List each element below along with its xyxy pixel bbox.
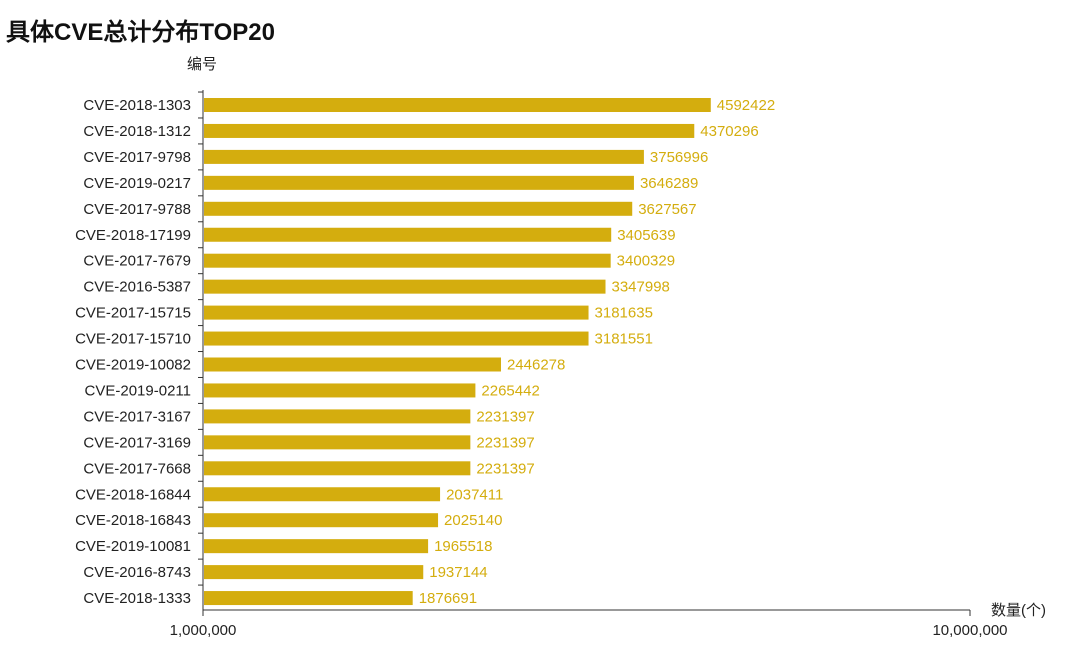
- value-label: 2037411: [446, 486, 503, 503]
- y-axis-title: 编号: [187, 56, 217, 73]
- axes: [198, 90, 970, 611]
- chart-title: 具体CVE总计分布TOP20: [6, 19, 275, 46]
- bar: [204, 331, 589, 346]
- value-label: 3646289: [640, 175, 698, 192]
- category-label: CVE-2017-9798: [83, 149, 191, 166]
- bar: [204, 305, 589, 320]
- value-label: 4370296: [700, 123, 758, 140]
- value-label: 2231397: [476, 434, 534, 451]
- x-axis-title: 数量(个): [991, 602, 1046, 619]
- value-label: 3627567: [638, 201, 696, 218]
- category-label: CVE-2017-9788: [83, 201, 191, 218]
- category-label: CVE-2016-5387: [83, 279, 191, 296]
- category-label: CVE-2018-17199: [75, 227, 191, 244]
- category-label: CVE-2018-1303: [83, 97, 191, 114]
- value-labels: 4592422 4370296 3756996 3646289 3627567 34056…: [419, 97, 776, 607]
- bar: [204, 487, 441, 502]
- bar: [204, 461, 471, 476]
- category-label: CVE-2017-3169: [83, 434, 191, 451]
- x-tick-label: 10,000,000: [932, 622, 1007, 639]
- value-label: 2231397: [476, 408, 534, 425]
- category-label: CVE-2017-15710: [75, 331, 191, 348]
- value-label: 4592422: [717, 97, 775, 114]
- value-label: 3181551: [595, 331, 653, 348]
- bar: [204, 513, 439, 528]
- bars: [204, 98, 711, 606]
- category-label: CVE-2018-1333: [83, 590, 191, 607]
- bar: [204, 175, 634, 190]
- category-label: CVE-2017-7668: [83, 460, 191, 477]
- value-label: 3181635: [595, 305, 653, 322]
- category-label: CVE-2017-7679: [83, 253, 191, 270]
- bar: [204, 357, 501, 372]
- bar: [204, 435, 471, 450]
- value-label: 3756996: [650, 149, 708, 166]
- value-label: 2265442: [481, 382, 539, 399]
- bar: [204, 123, 695, 138]
- category-label: CVE-2018-16844: [75, 486, 191, 503]
- bar: [204, 253, 611, 268]
- category-label: CVE-2019-10081: [75, 538, 191, 555]
- x-tick-label: 1,000,000: [170, 622, 237, 639]
- category-label: CVE-2018-16843: [75, 512, 191, 529]
- value-label: 2231397: [476, 460, 534, 477]
- bar: [204, 591, 413, 606]
- value-label: 3405639: [617, 227, 675, 244]
- value-label: 1937144: [429, 564, 487, 581]
- category-label: CVE-2019-0217: [83, 175, 191, 192]
- value-label: 2025140: [444, 512, 502, 529]
- category-label: CVE-2019-0211: [85, 382, 191, 399]
- value-label: 1876691: [419, 590, 477, 607]
- value-label: 3400329: [617, 253, 675, 270]
- bar: [204, 149, 644, 164]
- category-label: CVE-2019-10082: [75, 357, 191, 374]
- bar: [204, 279, 606, 294]
- bar: [204, 565, 424, 580]
- category-label: CVE-2018-1312: [83, 123, 191, 140]
- category-labels: CVE-2018-1303 CVE-2018-1312 CVE-2017-9798 C…: [75, 97, 191, 607]
- category-label: CVE-2017-15715: [75, 305, 191, 322]
- x-axis-ticks: 1,000,000 10,000,000: [170, 610, 1008, 639]
- bar: [204, 227, 612, 242]
- value-label: 2446278: [507, 357, 565, 374]
- bar: [204, 383, 476, 398]
- bar: [204, 409, 471, 424]
- value-label: 3347998: [612, 279, 670, 296]
- bar: [204, 539, 429, 554]
- bar: [204, 98, 711, 112]
- value-label: 1965518: [434, 538, 492, 555]
- bar: [204, 201, 633, 216]
- category-label: CVE-2017-3167: [83, 408, 191, 425]
- category-label: CVE-2016-8743: [83, 564, 191, 581]
